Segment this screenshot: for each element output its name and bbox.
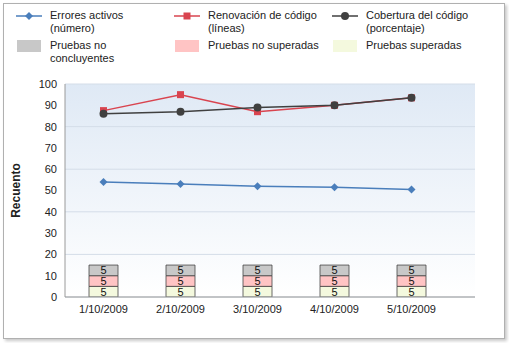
svg-text:5/10/2009: 5/10/2009: [387, 303, 436, 315]
html-text:Errores activos (número): Errores activos (número): [50, 9, 124, 34]
svg-text:80: 80: [45, 121, 57, 133]
svg-text:90: 90: [45, 99, 57, 111]
svg-text:5: 5: [100, 264, 106, 276]
svg-text:5: 5: [254, 275, 260, 287]
html-text:Pruebas no concluyentes: Pruebas no concluyentes: [50, 39, 115, 64]
svg-text:Recuento: Recuento: [9, 163, 23, 218]
svg-text:5: 5: [177, 275, 183, 287]
svg-text:5: 5: [408, 275, 414, 287]
svg-text:5: 5: [254, 264, 260, 276]
svg-text:5: 5: [408, 286, 414, 298]
svg-text:5: 5: [177, 264, 183, 276]
svg-text:3/10/2009: 3/10/2009: [233, 303, 282, 315]
svg-text:4/10/2009: 4/10/2009: [310, 303, 359, 315]
svg-text:5: 5: [177, 286, 183, 298]
svg-text:0: 0: [51, 291, 57, 303]
svg-text:5: 5: [331, 286, 337, 298]
svg-text:5: 5: [100, 286, 106, 298]
svg-text:2/10/2009: 2/10/2009: [156, 303, 205, 315]
svg-text:10: 10: [45, 270, 57, 282]
html-text:Pruebas superadas: Pruebas superadas: [366, 39, 462, 51]
svg-text:1/10/2009: 1/10/2009: [79, 303, 128, 315]
svg-text:20: 20: [45, 248, 57, 260]
svg-text:70: 70: [45, 142, 57, 154]
svg-text:100: 100: [39, 78, 57, 90]
svg-text:5: 5: [331, 275, 337, 287]
svg-text:30: 30: [45, 227, 57, 239]
html-text:Renovación de código (líneas): Renovación de código (líneas): [208, 9, 317, 34]
svg-text:5: 5: [100, 275, 106, 287]
svg-text:50: 50: [45, 184, 57, 196]
svg-text:40: 40: [45, 206, 57, 218]
svg-text:5: 5: [331, 264, 337, 276]
svg-text:60: 60: [45, 163, 57, 175]
html-text:Pruebas no superadas: Pruebas no superadas: [208, 39, 319, 51]
svg-text:5: 5: [408, 264, 414, 276]
html-text:Cobertura del código (porcenta: Cobertura del código (porcentaje): [366, 9, 469, 34]
svg-text:5: 5: [254, 286, 260, 298]
